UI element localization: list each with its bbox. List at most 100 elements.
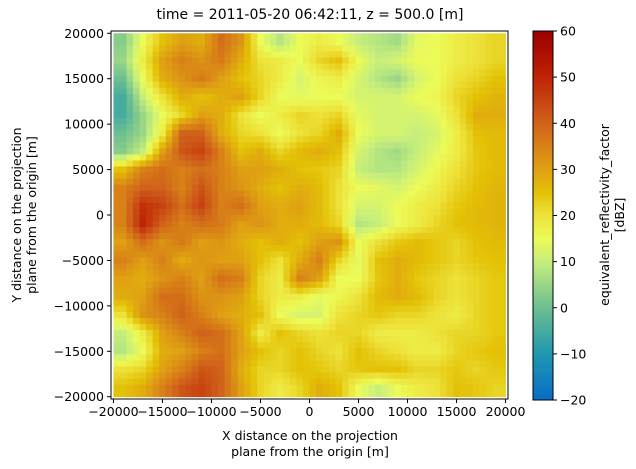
heatmap-cell <box>237 372 245 379</box>
heatmap-cell <box>231 33 239 40</box>
heatmap-cell <box>440 317 448 325</box>
heatmap-cell <box>302 257 310 264</box>
heatmap-cell <box>237 57 245 64</box>
heatmap-cell <box>302 324 310 331</box>
heatmap-cell <box>387 87 395 95</box>
heatmap-cell <box>257 124 265 131</box>
heatmap-cell <box>165 87 173 95</box>
heatmap-cell <box>466 118 474 125</box>
heatmap-cell <box>178 136 186 143</box>
heatmap-cell <box>159 178 167 186</box>
heatmap-cell <box>407 366 415 373</box>
heatmap-cell <box>244 112 252 119</box>
heatmap-cell <box>407 136 415 143</box>
heatmap-cell <box>185 221 193 228</box>
heatmap-cell <box>270 99 278 107</box>
heatmap-cell <box>316 69 323 77</box>
heatmap-cell <box>276 148 284 155</box>
heatmap-cell <box>407 221 415 228</box>
heatmap-cell <box>283 136 291 143</box>
heatmap-cell <box>198 257 206 264</box>
heatmap-cell <box>224 342 232 349</box>
heatmap-cell <box>296 130 304 137</box>
heatmap-cell <box>374 324 382 331</box>
heatmap-cell <box>309 93 317 101</box>
heatmap-cell <box>263 63 271 71</box>
heatmap-cell <box>126 124 134 131</box>
heatmap-cell <box>185 360 193 367</box>
heatmap-cell <box>185 342 193 349</box>
heatmap-cell <box>126 154 134 161</box>
heatmap-cell <box>309 305 317 313</box>
heatmap-cell <box>244 342 252 349</box>
heatmap-cell <box>185 330 193 337</box>
heatmap-cell <box>257 130 265 137</box>
heatmap-cell <box>335 336 343 343</box>
heatmap-cell <box>191 390 199 398</box>
heatmap-cell <box>165 263 173 270</box>
heatmap-cell <box>361 33 369 40</box>
heatmap-cell <box>119 166 127 173</box>
heatmap-cell <box>119 81 127 89</box>
heatmap-cell <box>459 299 467 307</box>
heatmap-cell <box>329 324 337 331</box>
heatmap-cell <box>263 263 271 270</box>
x-axis-ticks: −20000−15000−10000 −5000 0 5000 10000 15000 20… <box>88 399 525 419</box>
heatmap-cell <box>322 227 330 234</box>
heatmap-cell <box>433 160 441 167</box>
heatmap-cell <box>146 360 154 367</box>
heatmap-cell <box>374 384 382 392</box>
heatmap-cell <box>204 154 212 161</box>
heatmap-cell <box>381 130 389 137</box>
heatmap-cell <box>231 293 239 301</box>
heatmap-cell <box>237 342 245 349</box>
heatmap-cell <box>191 348 199 355</box>
heatmap-cell <box>139 336 147 343</box>
heatmap-cell <box>270 239 278 246</box>
heatmap-cell <box>322 324 330 331</box>
heatmap-cell <box>446 160 454 167</box>
heatmap-cell <box>218 57 225 64</box>
heatmap-cell <box>322 160 330 167</box>
heatmap-cell <box>172 330 180 337</box>
heatmap-cell <box>237 317 245 325</box>
heatmap-cell <box>204 378 212 386</box>
heatmap-cell <box>224 263 232 270</box>
heatmap-cell <box>165 342 173 349</box>
heatmap-cell <box>433 184 441 192</box>
heatmap-cell <box>335 257 343 264</box>
heatmap-cell <box>237 118 245 125</box>
heatmap-cell <box>361 317 369 325</box>
heatmap-cell <box>414 245 421 252</box>
heatmap-cell <box>453 130 461 137</box>
heatmap-cell <box>361 75 369 83</box>
heatmap-cell <box>250 269 258 276</box>
heatmap-cell <box>165 202 173 210</box>
heatmap-cell <box>348 299 356 307</box>
heatmap-cell <box>459 275 467 283</box>
heatmap-cell <box>191 239 199 246</box>
heatmap-cell <box>198 136 206 143</box>
heatmap-cell <box>302 124 310 131</box>
heatmap-cell <box>414 57 421 64</box>
heatmap-cell <box>119 287 127 295</box>
heatmap-cell <box>485 81 493 89</box>
heatmap-cell <box>165 227 173 234</box>
heatmap-cell <box>113 33 121 40</box>
heatmap-cell <box>400 136 408 143</box>
heatmap-cell <box>479 330 487 337</box>
heatmap-cell <box>407 148 415 155</box>
heatmap-cell <box>237 257 245 264</box>
heatmap-cell <box>492 342 500 349</box>
heatmap-cell <box>472 87 480 95</box>
heatmap-cell <box>453 390 461 398</box>
heatmap-cell <box>257 239 265 246</box>
heatmap-cell <box>446 372 454 379</box>
heatmap-cell <box>374 239 382 246</box>
heatmap-cell <box>459 184 467 192</box>
heatmap-cell <box>342 275 350 283</box>
heatmap-cell <box>335 342 343 349</box>
heatmap-cell <box>257 51 265 58</box>
heatmap-cell <box>126 275 134 283</box>
heatmap-cell <box>257 372 265 379</box>
